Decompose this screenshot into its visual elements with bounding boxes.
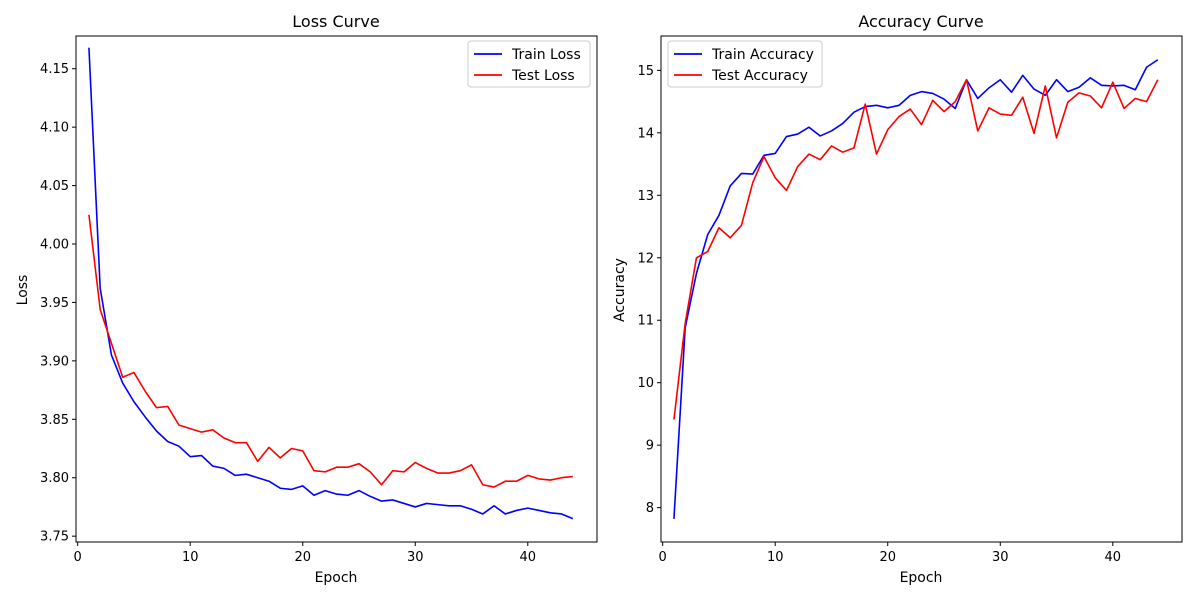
loss-chart-ytick-label: 3.95 xyxy=(40,296,69,311)
accuracy-chart-legend-label: Test Accuracy xyxy=(711,68,808,84)
loss-chart-xtick-label: 30 xyxy=(407,550,424,565)
loss-chart-series-test-line xyxy=(88,214,573,488)
accuracy-chart-series-train-line xyxy=(673,59,1159,519)
loss-chart-ytick-label: 3.75 xyxy=(40,530,69,545)
accuracy-chart-ytick-label: 14 xyxy=(637,126,654,141)
accuracy-chart-title: Accuracy Curve xyxy=(858,12,983,31)
loss-chart-ytick-label: 4.15 xyxy=(40,62,69,77)
accuracy-chart-marks: 0 10 20 30 40 8 9 10 11 12 13 14 15 Train Accuracy Tes… xyxy=(637,35,1183,565)
accuracy-chart-xtick-label: 10 xyxy=(767,550,784,565)
accuracy-chart-ytick-label: 12 xyxy=(637,251,654,266)
loss-chart-series-train-line xyxy=(88,47,574,520)
accuracy-chart-xlabel: Epoch xyxy=(900,570,943,586)
accuracy-chart-xtick-label: 20 xyxy=(879,550,896,565)
accuracy-chart-legend xyxy=(667,40,823,88)
loss-chart-xtick-label: 0 xyxy=(74,550,82,565)
loss-chart-xtick-label: 10 xyxy=(182,550,199,565)
loss-chart-title: Loss Curve xyxy=(292,12,379,31)
loss-chart-ytick-label: 4.10 xyxy=(40,121,69,136)
accuracy-chart-ytick-label: 11 xyxy=(637,314,654,329)
loss-chart-ytick-label: 4.00 xyxy=(40,238,69,253)
loss-chart-xlabel: Epoch xyxy=(315,570,358,586)
accuracy-chart-ylabel: Accuracy xyxy=(612,258,628,322)
accuracy-chart-ytick-label: 13 xyxy=(637,189,654,204)
loss-chart-ytick-label: 3.90 xyxy=(40,354,69,369)
accuracy-chart-xtick-label: 0 xyxy=(659,550,667,565)
accuracy-chart-ytick-label: 9 xyxy=(646,439,654,454)
loss-chart-legend-label: Test Loss xyxy=(511,68,575,84)
accuracy-chart-series-test-line xyxy=(673,78,1159,420)
loss-chart-xtick-label: 20 xyxy=(294,550,311,565)
accuracy-chart: Accuracy Curve Epoch Accuracy 0 10 20 30 40 8… xyxy=(612,12,1183,586)
loss-chart-ytick-label: 3.80 xyxy=(40,471,69,486)
loss-chart-legend-label: Train Loss xyxy=(511,47,581,63)
accuracy-chart-xtick-label: 40 xyxy=(1105,550,1122,565)
loss-chart-marks: 0 10 20 30 40 3.75 3.80 3.85 3.90 3.95 4.00 4.05 4.1… xyxy=(40,35,598,565)
loss-chart-ylabel: Loss xyxy=(15,275,31,306)
loss-chart: Loss Curve Epoch Loss 0 10 20 30 40 3.75 3.80 3… xyxy=(15,12,598,586)
loss-chart-axes-frame xyxy=(75,35,598,543)
accuracy-chart-legend-label: Train Accuracy xyxy=(711,47,814,63)
accuracy-chart-ytick-label: 15 xyxy=(637,64,654,79)
accuracy-chart-ytick-label: 8 xyxy=(646,501,654,516)
accuracy-chart-xtick-label: 30 xyxy=(992,550,1009,565)
accuracy-chart-axes-frame xyxy=(660,35,1183,543)
accuracy-chart-ytick-label: 10 xyxy=(637,376,654,391)
loss-chart-ytick-label: 3.85 xyxy=(40,413,69,428)
loss-chart-ytick-label: 4.05 xyxy=(40,179,69,194)
loss-chart-xtick-label: 40 xyxy=(520,550,537,565)
